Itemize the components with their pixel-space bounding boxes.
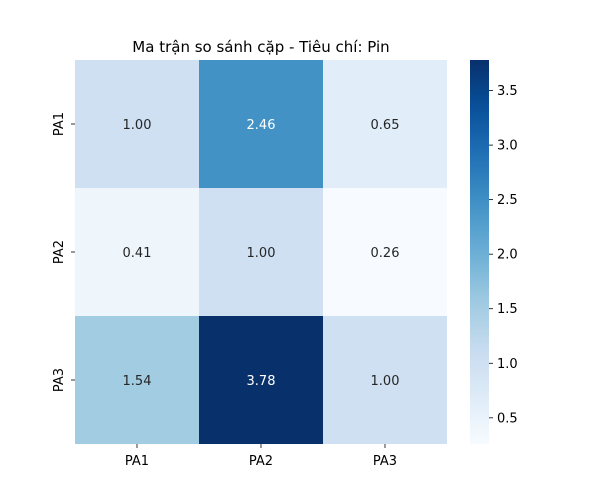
y-tick-label: PA1 <box>52 112 67 136</box>
x-tick-label: PA1 <box>125 454 149 469</box>
heatmap-cell-pa3-pa1 <box>75 316 199 444</box>
y-tick-label: PA2 <box>52 240 67 264</box>
colorbar-tick-label: 2.5 <box>497 193 518 208</box>
cell-value-label: 0.65 <box>371 118 400 133</box>
heatmap-cell-pa3-pa3 <box>323 316 447 444</box>
chart-title: Ma trận so sánh cặp - Tiêu chí: Pin <box>132 38 389 56</box>
cell-value-label: 1.54 <box>123 374 152 389</box>
x-axis: PA1 PA2 PA3 <box>125 444 397 469</box>
cell-value-label: 1.00 <box>123 118 152 133</box>
cell-value-label: 0.26 <box>371 246 400 261</box>
cell-value-label: 1.00 <box>247 246 276 261</box>
colorbar: 0.5 1.0 1.5 2.0 2.5 3.0 3.5 <box>470 60 518 444</box>
heatmap-cell-pa3-pa2 <box>199 316 323 444</box>
cell-value-label: 3.78 <box>247 374 276 389</box>
colorbar-tick-label: 1.5 <box>497 302 518 317</box>
colorbar-tick-label: 2.0 <box>497 248 518 263</box>
cell-value-label: 1.00 <box>371 374 400 389</box>
heatmap-cell-pa1-pa2 <box>199 60 323 188</box>
heatmap-cell-pa2-pa2 <box>199 188 323 316</box>
colorbar-tick-label: 1.0 <box>497 357 518 372</box>
x-tick-label: PA2 <box>249 454 273 469</box>
heatmap-cell-pa2-pa1 <box>75 188 199 316</box>
y-axis: PA1 PA2 PA3 <box>52 112 75 392</box>
colorbar-gradient <box>470 60 489 444</box>
heatmap-cell-pa1-pa1 <box>75 60 199 188</box>
heatmap-cell-pa1-pa3 <box>323 60 447 188</box>
cell-annotations: 1.00 2.46 0.65 0.41 1.00 0.26 1.54 3.78 1.00 <box>123 118 400 389</box>
colorbar-tick-label: 3.5 <box>497 84 518 99</box>
cell-value-label: 0.41 <box>123 246 152 261</box>
x-tick-label: PA3 <box>373 454 397 469</box>
heatmap-cell-pa2-pa3 <box>323 188 447 316</box>
y-tick-label: PA3 <box>52 368 67 392</box>
heatmap-cells <box>75 60 447 444</box>
cell-value-label: 2.46 <box>247 118 276 133</box>
colorbar-tick-label: 0.5 <box>497 411 518 426</box>
colorbar-tick-label: 3.0 <box>497 139 518 154</box>
